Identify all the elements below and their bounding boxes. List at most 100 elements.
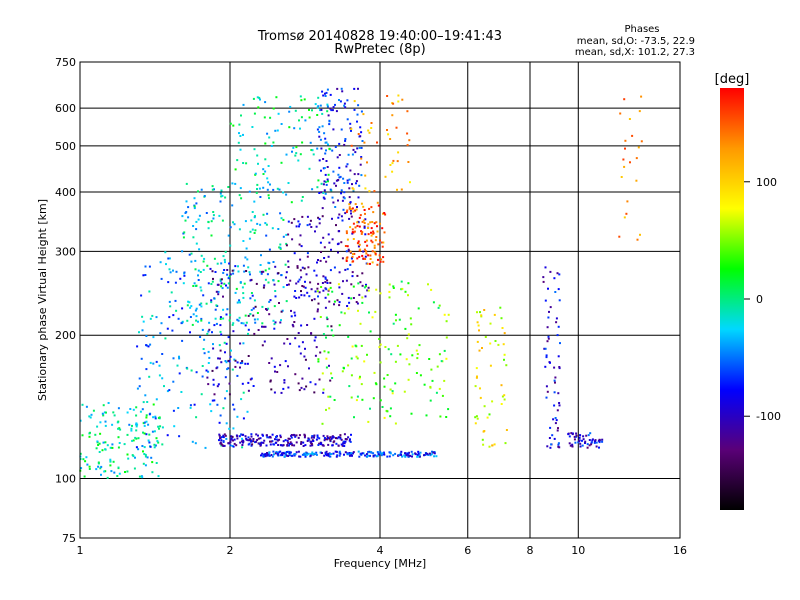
data-point — [316, 128, 319, 131]
data-point — [388, 455, 391, 458]
data-point — [272, 450, 275, 453]
data-point — [197, 279, 200, 281]
data-point — [103, 470, 106, 473]
data-point — [318, 159, 321, 162]
data-point — [222, 436, 225, 439]
data-point — [410, 450, 413, 453]
data-point — [265, 308, 267, 310]
data-point — [268, 136, 271, 139]
data-point — [141, 445, 144, 447]
data-point — [376, 454, 379, 457]
data-point — [392, 454, 395, 457]
data-point — [331, 377, 334, 379]
data-point — [582, 435, 585, 438]
data-point — [598, 446, 600, 449]
data-point — [218, 421, 221, 424]
data-point — [544, 365, 547, 368]
data-point — [294, 337, 297, 340]
data-point — [240, 398, 243, 401]
data-point — [201, 365, 204, 367]
data-point — [381, 245, 384, 248]
data-point — [318, 291, 321, 294]
data-point — [318, 126, 321, 129]
data-point — [374, 310, 377, 313]
data-point — [409, 454, 411, 457]
data-point — [223, 282, 226, 285]
data-point — [558, 299, 561, 302]
data-point — [203, 195, 206, 197]
data-point — [327, 443, 330, 446]
data-point — [359, 163, 362, 166]
data-point — [474, 422, 477, 425]
data-point — [363, 360, 366, 363]
data-point — [320, 147, 323, 150]
data-point — [182, 232, 185, 235]
data-point — [298, 119, 300, 122]
data-point — [97, 462, 100, 465]
data-point — [582, 438, 585, 441]
data-point — [354, 203, 357, 206]
data-point — [111, 423, 114, 426]
data-point — [269, 440, 271, 443]
data-point — [388, 290, 391, 293]
data-point — [190, 369, 193, 372]
data-point — [403, 390, 406, 393]
data-point — [210, 234, 213, 237]
data-point — [247, 328, 250, 331]
data-point — [175, 309, 178, 312]
data-point — [209, 403, 212, 406]
data-point — [349, 209, 352, 212]
data-point — [344, 245, 347, 247]
data-point — [253, 112, 256, 115]
data-point — [305, 273, 308, 276]
data-point — [349, 201, 352, 204]
data-point — [199, 286, 202, 289]
data-point — [232, 322, 235, 325]
data-point — [320, 182, 323, 185]
data-point — [262, 213, 265, 216]
data-point — [193, 403, 196, 406]
data-point — [216, 385, 219, 388]
data-point — [134, 436, 137, 439]
data-point — [321, 372, 324, 375]
data-point — [256, 154, 259, 157]
data-point — [130, 429, 133, 432]
data-point — [225, 342, 228, 345]
data-point — [160, 322, 163, 325]
data-point — [148, 433, 151, 436]
data-point — [241, 437, 243, 440]
data-point — [220, 189, 223, 192]
data-point — [410, 323, 413, 326]
data-point — [258, 96, 261, 99]
data-point — [273, 305, 276, 308]
data-point — [373, 246, 376, 249]
data-point — [296, 266, 299, 269]
data-point — [306, 252, 309, 255]
data-point — [100, 465, 103, 468]
data-point — [493, 313, 496, 316]
data-point — [242, 292, 245, 295]
data-point — [170, 291, 173, 294]
data-point — [109, 458, 112, 461]
data-point — [195, 284, 198, 287]
data-point — [301, 341, 304, 344]
data-point — [208, 321, 211, 324]
data-point — [558, 404, 561, 407]
data-point — [189, 316, 192, 318]
data-point — [218, 344, 221, 347]
data-point — [337, 173, 340, 176]
data-point — [273, 323, 276, 326]
data-point — [211, 331, 213, 334]
data-point — [277, 439, 279, 442]
data-point — [130, 427, 133, 430]
data-point — [279, 454, 282, 457]
data-point — [337, 199, 339, 202]
data-point — [142, 450, 144, 453]
data-point — [329, 269, 332, 272]
data-point — [639, 233, 641, 236]
data-point — [230, 349, 232, 352]
data-point — [300, 294, 303, 297]
data-point — [364, 187, 367, 190]
data-point — [156, 440, 159, 443]
